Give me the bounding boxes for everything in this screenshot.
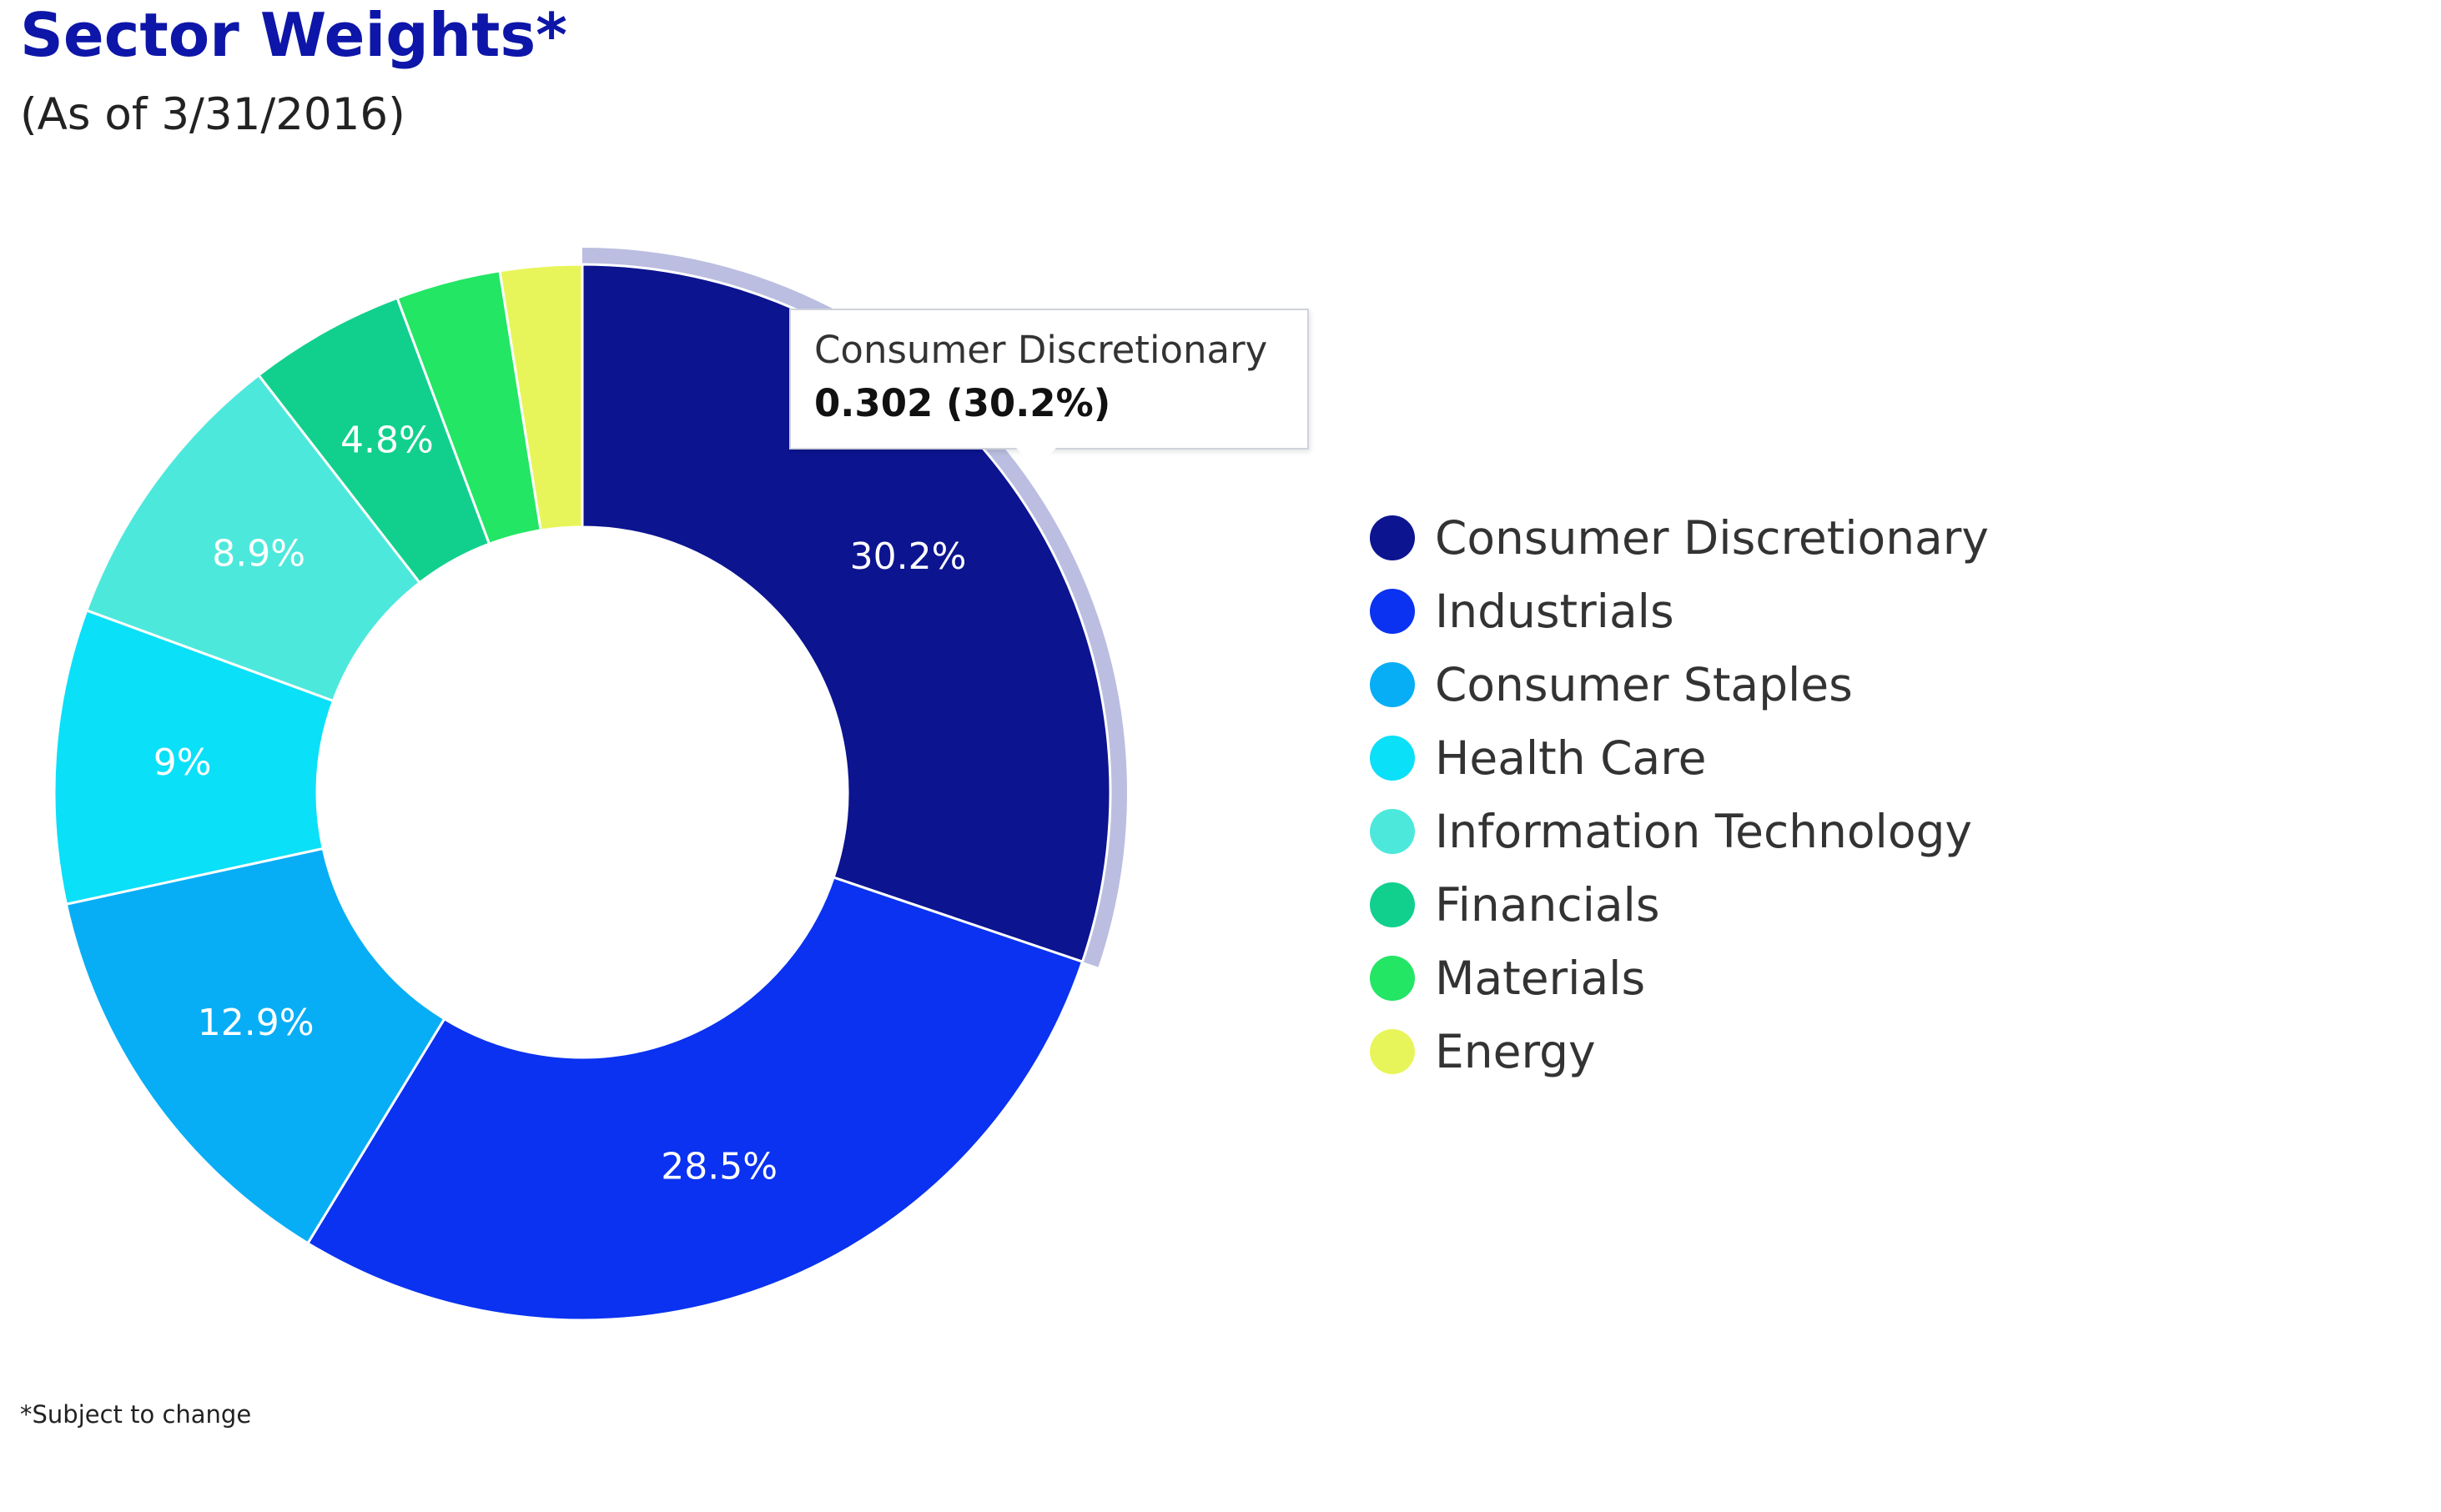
legend-marker: [1370, 956, 1415, 1001]
legend-item-energy[interactable]: Energy: [1368, 1014, 2002, 1088]
legend-marker: [1370, 736, 1415, 781]
slice-energy[interactable]: [498, 263, 584, 532]
slice-label-consumer-staples: 12.9%: [198, 1002, 315, 1044]
legend-item-information-technology[interactable]: Information Technology: [1368, 794, 2002, 867]
slice-industrials[interactable]: [305, 876, 1085, 1322]
legend-marker: [1370, 882, 1415, 927]
chart-tooltip: Consumer Discretionary 0.302 (30.2%): [789, 309, 1309, 450]
legend-item-financials[interactable]: Financials: [1368, 867, 2002, 941]
slice-label-consumer-discretionary: 30.2%: [850, 535, 967, 578]
chart-subtitle: (As of 3/31/2016): [20, 89, 405, 140]
legend-label: Health Care: [1435, 731, 1707, 785]
legend-label: Materials: [1435, 952, 1646, 1005]
chart-title: Sector Weights*: [20, 0, 567, 70]
legend-item-health-care[interactable]: Health Care: [1368, 721, 2002, 794]
footnote: *Subject to change: [20, 1400, 252, 1429]
legend-marker: [1370, 662, 1415, 707]
slice-label-information-technology: 8.9%: [212, 532, 305, 575]
legend-item-industrials[interactable]: Industrials: [1368, 574, 2002, 647]
legend-item-consumer-discretionary[interactable]: Consumer Discretionary: [1368, 500, 2002, 574]
legend-label: Industrials: [1435, 585, 1674, 638]
tooltip-pointer: [1016, 448, 1056, 470]
legend-label: Consumer Discretionary: [1435, 511, 1989, 565]
legend-item-materials[interactable]: Materials: [1368, 941, 2002, 1014]
slice-health-care[interactable]: [53, 608, 335, 906]
legend-item-consumer-staples[interactable]: Consumer Staples: [1368, 647, 2002, 721]
chart-legend: Consumer Discretionary Industrials Consume…: [1368, 500, 2002, 1088]
legend-marker: [1370, 809, 1415, 854]
legend-marker: [1370, 515, 1415, 560]
legend-label: Energy: [1435, 1025, 1596, 1078]
legend-marker: [1370, 589, 1415, 634]
legend-label: Financials: [1435, 878, 1660, 932]
slice-consumer-staples[interactable]: [64, 846, 446, 1245]
legend-label: Information Technology: [1435, 805, 1972, 858]
slice-label-industrials: 28.5%: [661, 1146, 778, 1188]
slice-label-health-care: 9%: [154, 741, 212, 784]
legend-label: Consumer Staples: [1435, 658, 1853, 711]
slice-information-technology[interactable]: [84, 373, 422, 703]
tooltip-value: 0.302 (30.2%): [814, 381, 1111, 425]
legend-marker: [1370, 1029, 1415, 1074]
tooltip-series-name: Consumer Discretionary: [814, 328, 1268, 372]
slice-label-financials: 4.8%: [340, 419, 434, 461]
